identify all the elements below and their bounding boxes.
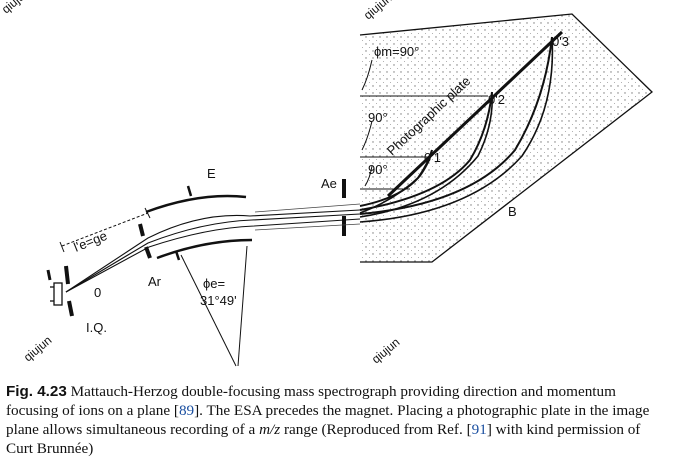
angle-reference-lines — [360, 59, 488, 190]
esa-sector — [180, 245, 248, 367]
focus-point-2-label: 0'2 — [488, 92, 505, 107]
angle-90-label: 90° — [368, 162, 388, 177]
watermark: qiujun — [369, 335, 403, 366]
electrostatic-analyzer — [145, 185, 253, 261]
figure-caption: Fig. 4.23 Mattauch-Herzog double-focusin… — [6, 382, 670, 458]
caption-text: Mattauch-Herzog double-focusing mass spe… — [6, 383, 616, 419]
focus-point-1-label: 0'1 — [424, 150, 441, 165]
photographic-plate — [386, 30, 564, 198]
magnet-field-label: B — [508, 204, 517, 219]
origin-label: 0 — [94, 285, 101, 300]
reference-link[interactable]: 91 — [471, 421, 487, 438]
le-ge-label: l'e=ge — [72, 228, 110, 255]
watermark: qiujun — [361, 0, 395, 22]
phi-e-label: ϕe= — [203, 276, 225, 291]
angle-90-label: 90° — [368, 110, 388, 125]
ar-label: Ar — [148, 274, 162, 289]
aperture-ar — [138, 223, 152, 259]
reference-link[interactable]: 89 — [178, 402, 195, 419]
phi-e-value: 31°49' — [200, 293, 237, 308]
spectrograph-figure: qiujun qiujun qiujun qiujun — [0, 0, 653, 367]
caption-text: ]. The ESA precedes the magnet. Placing … — [6, 402, 650, 438]
ae-label: Ae — [321, 176, 337, 191]
caption-text: ] with kind permission of Curt Brunnée) — [6, 421, 641, 457]
ion-beam — [65, 36, 554, 293]
watermark: qiujun — [0, 0, 32, 16]
ion-source — [46, 265, 74, 317]
focus-point-3-label: 0'3 — [552, 34, 569, 49]
caption-text: range (Reproduced from Ref. [ — [280, 421, 472, 438]
figure-number: Fig. 4.23 — [6, 383, 67, 400]
phi-m-label: ϕm=90° — [374, 44, 419, 59]
iq-label: I.Q. — [86, 320, 107, 335]
watermark: qiujun — [21, 333, 55, 364]
distance-marker — [59, 207, 151, 253]
mz-term: m/z — [259, 421, 281, 438]
e-label: E — [207, 166, 216, 181]
